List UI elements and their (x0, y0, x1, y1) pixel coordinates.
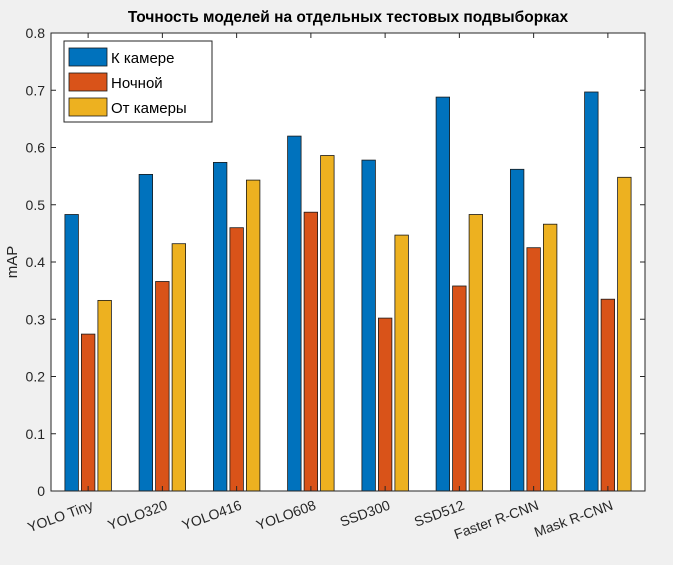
y-tick-label: 0.7 (26, 82, 46, 98)
bar-2-6 (452, 285, 467, 492)
bar-2-1 (81, 333, 96, 492)
legend-label-2: Ночной (111, 75, 163, 92)
bar-2-4 (303, 211, 319, 492)
bar-1-6 (435, 96, 451, 492)
legend-label-3: От камеры (111, 100, 187, 117)
legend-swatch-2 (68, 72, 108, 92)
bar-3-2 (171, 243, 187, 492)
bar-3-8 (617, 176, 632, 492)
bar-1-1 (64, 214, 79, 492)
x-tick-label: YOLO416 (180, 497, 244, 533)
legend: К камере Ночной От камеры (63, 40, 213, 123)
y-tick-label: 0.2 (26, 369, 46, 385)
bar-3-6 (468, 214, 484, 492)
legend-swatch-1 (68, 47, 108, 67)
x-tick-label: Mask R-CNN (532, 497, 615, 540)
y-tick-label: 0.6 (26, 140, 46, 156)
legend-swatch-3 (68, 97, 108, 117)
x-tick-label: YOLO320 (105, 497, 169, 533)
bar-1-4 (287, 135, 302, 492)
y-tick-label: 0.1 (26, 426, 46, 442)
bar-3-7 (543, 223, 558, 492)
bar-2-3 (229, 227, 244, 492)
plot-box (50, 32, 646, 492)
y-tick-label: 0.4 (26, 254, 46, 270)
bar-3-1 (97, 299, 112, 492)
y-tick-label: 0.8 (26, 25, 46, 41)
bars-group (64, 91, 632, 492)
x-tick-label: YOLO Tiny (25, 497, 95, 535)
x-tick-label: Faster R-CNN (452, 497, 541, 542)
bar-2-2 (155, 281, 170, 492)
bar-1-3 (212, 161, 228, 492)
bar-2-7 (526, 247, 541, 492)
y-axis-label: mAP (4, 246, 21, 279)
bar-1-5 (361, 159, 376, 492)
bar-2-8 (600, 298, 615, 492)
bar-1-2 (138, 173, 154, 492)
bar-3-5 (394, 234, 409, 492)
y-axis: 0 0.1 0.2 0.3 0.4 0.5 0.6 0.7 0.8 (26, 25, 645, 499)
bar-3-3 (245, 179, 261, 492)
x-tick-label: YOLO608 (254, 497, 318, 533)
legend-label-1: К камере (111, 50, 174, 67)
y-tick-label: 0.5 (26, 197, 46, 213)
bar-3-4 (320, 155, 335, 492)
y-tick-label: 0 (37, 483, 45, 499)
bar-1-7 (509, 168, 525, 492)
x-tick-label: SSD300 (338, 497, 393, 530)
bar-1-8 (584, 91, 599, 492)
y-tick-label: 0.3 (26, 311, 46, 327)
bar-2-5 (377, 317, 393, 492)
chart-title: Точность моделей на отдельных тестовых п… (128, 9, 569, 26)
